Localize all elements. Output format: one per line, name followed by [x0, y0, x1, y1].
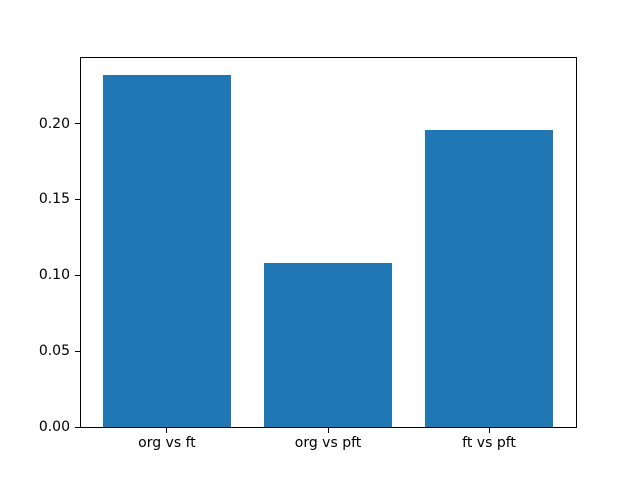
y-tick-label: 0.10	[38, 267, 70, 284]
y-tick-label: 0.05	[38, 343, 70, 360]
x-tick-mark	[327, 427, 329, 433]
x-tick-label: ft vs pft	[462, 434, 516, 451]
y-tick-label: 0.20	[38, 115, 70, 132]
plot-area	[80, 57, 576, 428]
x-tick-mark	[488, 427, 490, 433]
y-tick-mark	[75, 274, 80, 276]
y-tick-label: 0.00	[38, 419, 70, 436]
y-tick-mark	[75, 198, 80, 200]
x-tick-label: org vs ft	[138, 434, 196, 451]
bar-org-vs-ft	[102, 75, 232, 428]
y-tick-mark	[75, 350, 80, 352]
y-tick-label: 0.15	[38, 191, 70, 208]
bar-ft-vs-pft	[424, 129, 554, 428]
x-tick-label: org vs pft	[294, 434, 362, 451]
bar-org-vs-pft	[263, 263, 393, 428]
y-tick-mark	[75, 123, 80, 125]
x-tick-mark	[166, 427, 168, 433]
y-tick-mark	[75, 426, 80, 428]
